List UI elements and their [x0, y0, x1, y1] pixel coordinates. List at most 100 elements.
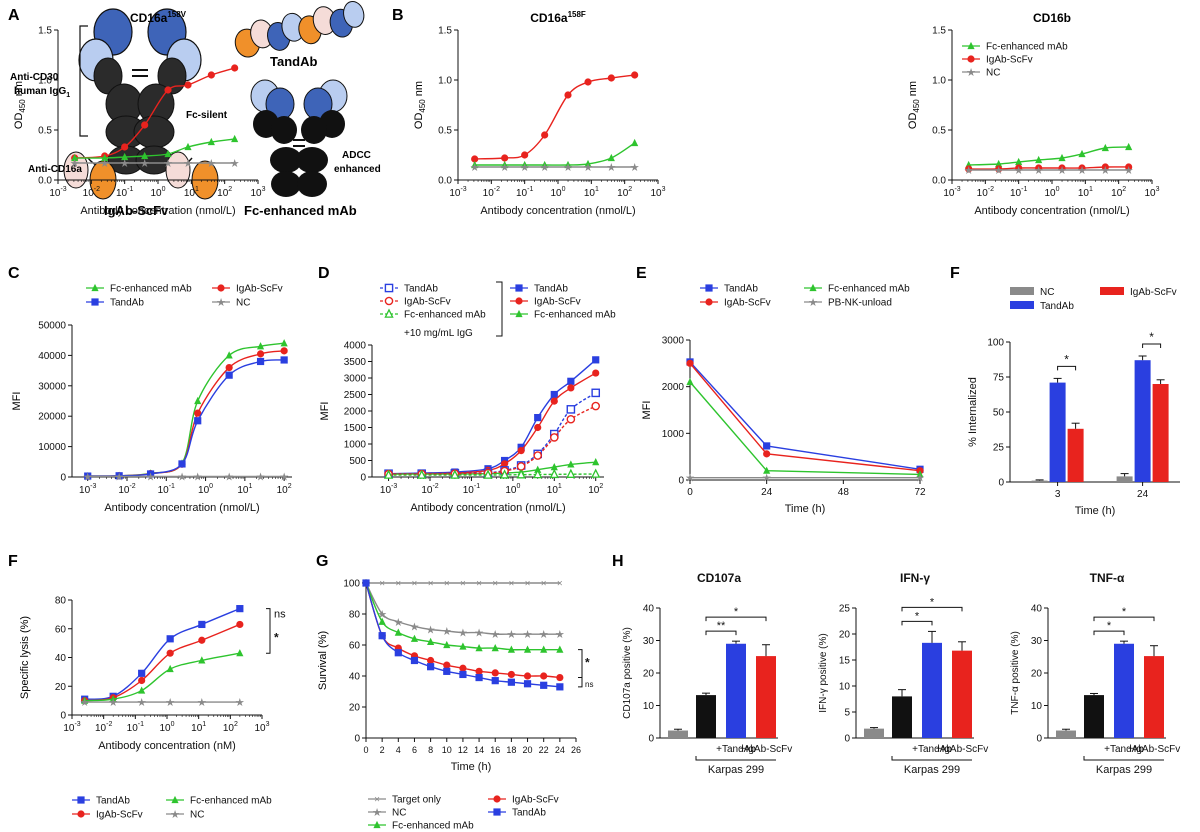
data-point	[763, 442, 771, 450]
tick-exponent: 2	[288, 483, 292, 490]
data-point	[523, 680, 532, 688]
data-point	[534, 423, 542, 432]
x-tick-label: 100	[159, 721, 174, 734]
tick-base: 10	[118, 485, 130, 496]
data-point	[491, 669, 499, 677]
tick-exponent: 2	[228, 186, 232, 193]
legend-label: TandAb	[96, 796, 130, 807]
data-point	[916, 470, 924, 478]
data-point: ×	[460, 579, 466, 590]
legend-marker	[384, 283, 394, 293]
x-tick-label: 10-2	[118, 483, 135, 496]
plots-layer: 0.00.51.01.510-3 10-2 10-1 100 101 102 103★ ★ ★ ★…	[11, 10, 1180, 832]
data-point	[995, 165, 1003, 173]
y-tick-label: 10	[1031, 701, 1043, 712]
legend-label: NC	[236, 298, 250, 309]
data-point	[592, 356, 600, 364]
bar	[726, 643, 746, 738]
tick-exponent: 3	[262, 186, 266, 193]
x-tick-label: 10-1	[516, 186, 533, 199]
significance-mark: *	[585, 656, 590, 670]
x-tick-label: 101	[547, 483, 562, 496]
legend-label: IgAb-ScFv	[512, 795, 559, 806]
x-tick-label: 2	[380, 745, 385, 755]
x-tick-label: 14	[474, 745, 484, 755]
tick-exponent: 2	[599, 483, 603, 490]
legend-item: IgAb-ScFv	[212, 284, 283, 295]
legend-note: +10 mg/mL IgG	[404, 328, 473, 339]
data-point: ★	[193, 471, 203, 483]
x-tick-label: 10-2	[83, 186, 100, 199]
tick-base: 10	[223, 723, 235, 734]
x-axis-title: Time (h)	[1075, 505, 1116, 517]
data-point: ★	[630, 162, 640, 174]
data-point	[166, 664, 174, 673]
legend-g: × Target only IgAb-ScFv ★ NC TandAb Fc-enhance…	[368, 795, 559, 832]
legend-f: NC IgAb-ScFv TandAb	[1010, 287, 1177, 312]
tick-exponent: -2	[129, 483, 135, 490]
x-tick-label: 16	[490, 745, 500, 755]
series-fc-enhanced-mab	[686, 377, 924, 478]
x-tick-label: 10-2	[483, 186, 500, 199]
y-tick-label: 75	[993, 373, 1005, 384]
legend-item: IgAb-ScFv	[962, 55, 1033, 66]
tick-base: 10	[1111, 188, 1123, 199]
legend-marker: ★	[216, 297, 226, 309]
data-point: ★	[1057, 165, 1067, 177]
bar-tandab	[1049, 382, 1066, 482]
tick-base: 10	[1144, 188, 1156, 199]
data-point	[164, 149, 172, 158]
tick-base: 10	[250, 188, 262, 199]
x-tick-label: 8	[428, 745, 433, 755]
data-point	[101, 153, 109, 162]
legend-marker	[91, 283, 99, 292]
legend-label: Fc-enhanced mAb	[404, 310, 486, 321]
legend-item: Fc-enhanced mAb	[380, 308, 486, 321]
data-point	[417, 469, 427, 479]
series-fc-enhanced-mab-10-mg-ml-igg	[383, 468, 601, 479]
y-tick-label: 10	[643, 701, 655, 712]
data-point: ★	[165, 697, 175, 709]
panel-label-f: F	[950, 265, 960, 282]
fc-mab-illustration	[250, 79, 348, 197]
series-line	[388, 405, 597, 475]
chart-title: CD16b	[1033, 11, 1071, 25]
data-point: ×	[508, 579, 514, 590]
series-igab-scfv-10-mg-ml-igg	[384, 401, 601, 479]
tick-base: 10	[380, 485, 392, 496]
y-tick-label: 30	[643, 636, 655, 647]
data-point	[566, 414, 576, 424]
legend-c: Fc-enhanced mAb TandAb IgAb-ScFv ★ NC	[86, 283, 283, 309]
tick-base: 10	[95, 723, 107, 734]
data-point	[1101, 163, 1109, 171]
tick-base: 10	[150, 188, 162, 199]
bar	[922, 642, 942, 738]
legend-marker: ×	[374, 795, 380, 806]
x-tick-label: 102	[223, 721, 238, 734]
y-tick-label: 1.0	[38, 76, 52, 87]
significance-mark: ns	[274, 608, 286, 620]
tick-exponent: 3	[266, 721, 270, 728]
data-point: ★	[100, 158, 110, 170]
series-line	[388, 461, 596, 475]
series-tandab	[384, 356, 600, 478]
significance-bracket	[1142, 343, 1162, 348]
tick-exponent: 0	[209, 483, 213, 490]
data-point	[556, 683, 564, 691]
series-line	[87, 359, 285, 477]
data-point: ★	[114, 471, 124, 483]
y-title-main: MFI	[641, 401, 653, 420]
data-point: ×	[444, 579, 450, 590]
y-tick-label: 1.0	[438, 76, 452, 87]
significance-mark: *	[1107, 620, 1112, 632]
series-igab-scfv	[84, 347, 288, 480]
x-tick-label: 10-3	[943, 186, 960, 199]
legend-bracket	[496, 281, 503, 337]
legend-marker: ★	[808, 297, 818, 309]
series-line	[388, 359, 597, 475]
data-point	[566, 405, 576, 414]
tick-exponent: -1	[169, 483, 175, 490]
y-tick-label: 0	[998, 478, 1004, 489]
y-axis-title: MFI	[641, 401, 653, 420]
significance-bracket	[705, 616, 767, 622]
